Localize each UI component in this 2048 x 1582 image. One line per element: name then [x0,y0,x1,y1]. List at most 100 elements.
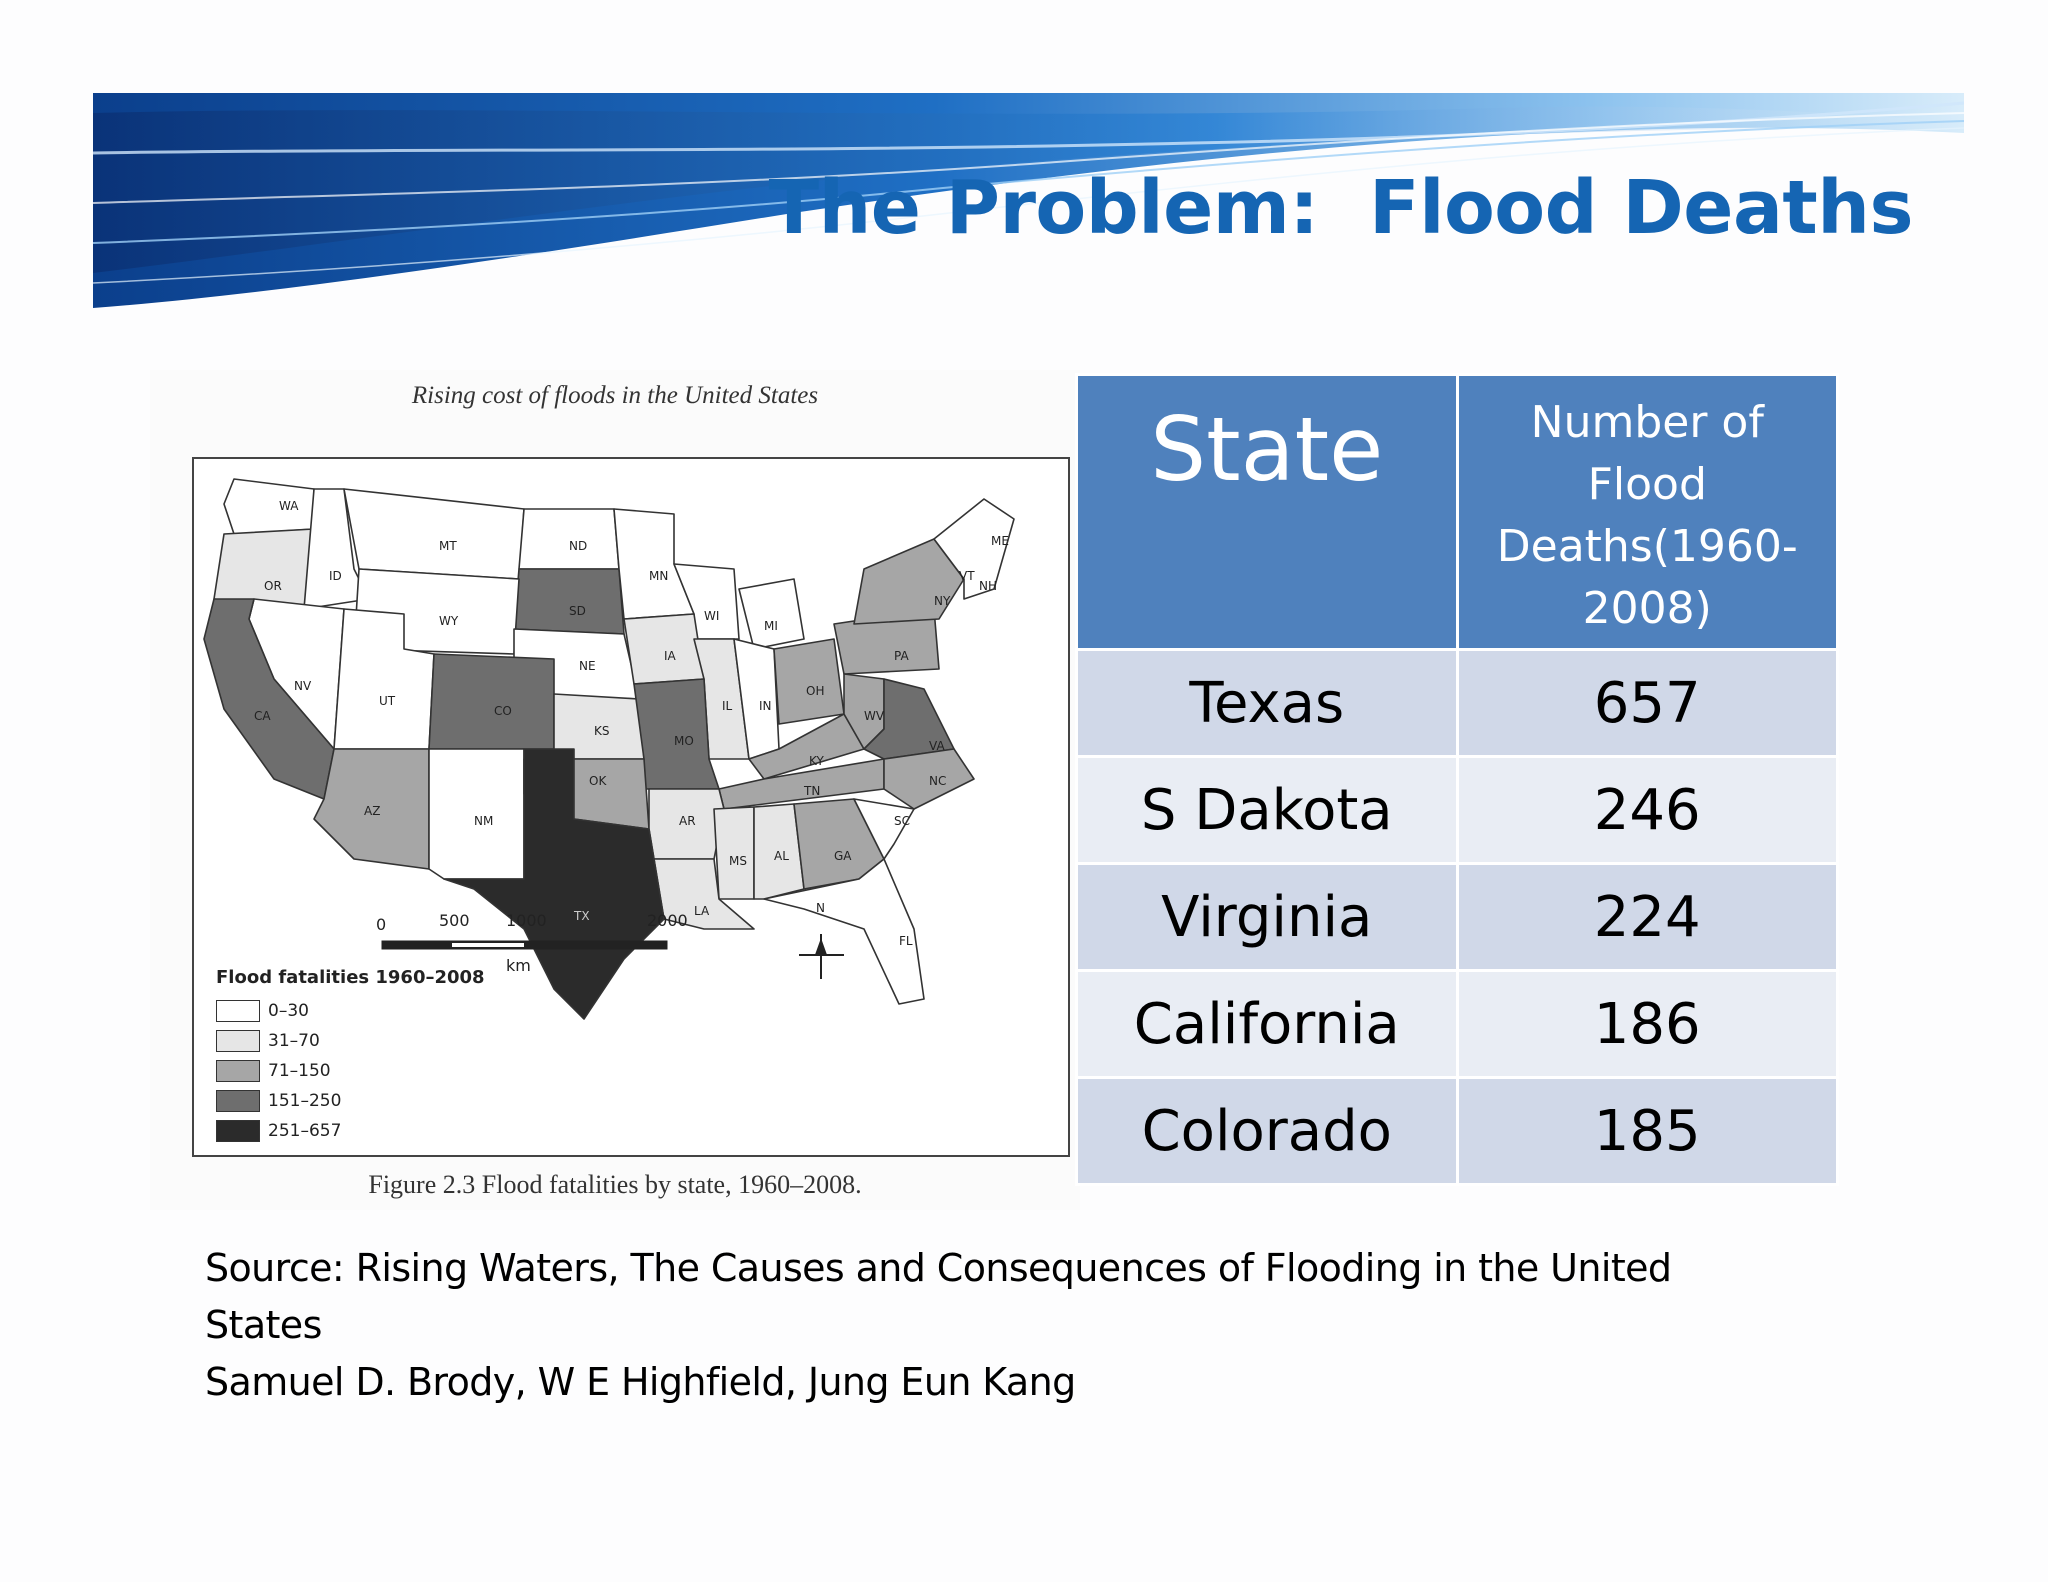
legend-label: 0–30 [268,1001,309,1021]
state-label: VT [959,569,975,583]
deaths-cell: 224 [1455,862,1839,972]
state-label: VA [929,739,945,753]
state-label: TN [804,784,821,798]
north-arrow [799,934,844,979]
state-label: NY [934,594,951,608]
state-cell: California [1075,969,1459,1079]
state-label: GA [834,849,852,863]
legend-label: 251–657 [268,1121,342,1141]
scale-unit: km [506,956,531,975]
state-label: WI [704,609,720,623]
state-cell: Texas [1075,648,1459,758]
state-label: IN [759,699,772,713]
source-line-2: Samuel D. Brody, W E Highfield, Jung Eun… [205,1360,1076,1404]
state-label: AR [679,814,696,828]
state-label: IL [722,699,733,713]
state-ne-states [933,498,1015,600]
state-label: TX [574,909,590,923]
legend-item: 151–250 [216,1086,485,1116]
state-label: MN [649,569,669,583]
state-label: FL [899,934,913,948]
table-row: Colorado 185 [1075,1076,1839,1186]
state-label: ID [329,569,342,583]
state-label: KS [594,724,610,738]
state-label: NM [474,814,494,828]
deaths-cell: 185 [1455,1076,1839,1186]
table-row: Virginia 224 [1075,862,1839,972]
legend-item: 0–30 [216,996,485,1026]
table-row: S Dakota 246 [1075,755,1839,865]
state-label: NC [929,774,947,788]
state-label: SC [894,814,910,828]
state-label: CO [494,704,512,718]
state-sd [513,568,625,635]
state-label: OK [589,774,607,788]
scale-bar [381,940,668,950]
header-deaths: Number of Flood Deaths(1960-2008) [1496,397,1798,634]
state-cell: Virginia [1075,862,1459,972]
header-state: State [1150,398,1384,501]
flood-map-figure: Rising cost of floods in the United Stat… [150,370,1080,1210]
table-header-row: State Number of Flood Deaths(1960-2008) [1075,373,1839,651]
state-label: OR [264,579,282,593]
state-nc [883,748,975,810]
slide-title: The Problem: Flood Deaths [768,165,1914,251]
deaths-cell: 186 [1455,969,1839,1079]
legend-item: 31–70 [216,1026,485,1056]
state-label: AZ [364,804,381,818]
state-label: ME [991,534,1009,548]
state-label: MI [764,619,778,633]
north-label: N [816,901,825,915]
us-states-map [203,478,1015,1020]
legend-label: 151–250 [268,1091,342,1111]
state-label: NE [579,659,596,673]
state-label: SD [569,604,586,618]
state-label: ND [569,539,588,553]
legend-swatch [216,1090,260,1112]
state-label: IA [664,649,676,663]
deaths-cell: 246 [1455,755,1839,865]
map-caption-bottom: Figure 2.3 Flood fatalities by state, 19… [368,1170,862,1199]
state-label: AL [774,849,789,863]
state-cell: Colorado [1075,1076,1459,1186]
legend-item: 71–150 [216,1056,485,1086]
table-row: California 186 [1075,969,1839,1079]
state-label: WV [864,709,885,723]
flood-deaths-table: State Number of Flood Deaths(1960-2008) … [1075,373,1839,1186]
state-label: MS [729,854,747,868]
state-label: NV [294,679,312,693]
us-flood-map: Flood fatalities 1960–2008 0–30 31–70 71–1… [192,457,1070,1157]
state-wa [223,478,315,535]
legend-item: 251–657 [216,1116,485,1146]
table-row: Texas 657 [1075,648,1839,758]
state-cell: S Dakota [1075,755,1459,865]
state-label: MT [439,539,457,553]
state-label: WA [279,499,299,513]
legend-swatch [216,1120,260,1142]
scale-tick: 0 [376,915,387,934]
legend-title: Flood fatalities 1960–2008 [216,967,485,988]
legend-label: 71–150 [268,1061,331,1081]
header-cell-deaths: Number of Flood Deaths(1960-2008) [1455,373,1839,651]
deaths-cell: 657 [1455,648,1839,758]
legend-swatch [216,1060,260,1082]
state-label: UT [379,694,396,708]
state-mi [738,578,805,650]
state-oh [773,638,845,725]
scale-tick: 2000 [647,911,688,930]
state-co [428,653,555,750]
state-label: OH [806,684,825,698]
state-sc [853,798,915,860]
state-fl [763,858,925,1005]
scale-tick: 1000 [506,911,547,930]
legend-swatch [216,1000,260,1022]
state-label: CA [254,709,271,723]
state-mt [343,488,525,580]
state-label: WY [439,614,459,628]
state-tx [443,748,665,1020]
legend-label: 31–70 [268,1031,320,1051]
scale-tick: 500 [439,911,470,930]
state-label: PA [894,649,909,663]
legend-swatch [216,1030,260,1052]
state-label: MO [674,734,694,748]
